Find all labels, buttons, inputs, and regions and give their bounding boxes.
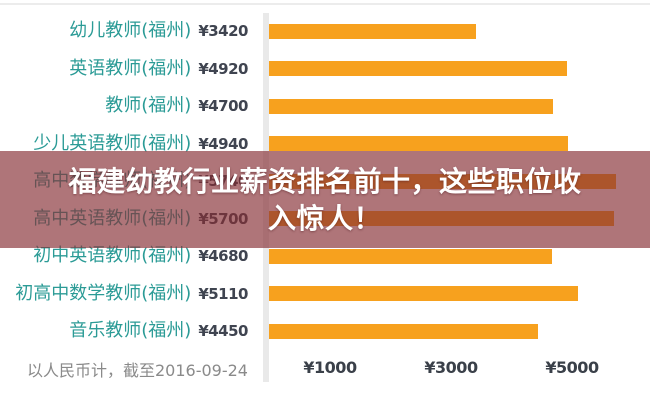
bar-row-label-group: 英语教师(福州) ¥4920: [69, 57, 248, 81]
x-axis-tick-label: ¥1000: [303, 358, 357, 377]
bar-row-label-group: 教师(福州) ¥4700: [105, 94, 248, 118]
salary-bar: [269, 324, 538, 339]
salary-value-label: ¥4940: [198, 134, 248, 153]
salary-value-label: ¥4920: [198, 59, 248, 78]
salary-bar: [269, 99, 553, 114]
salary-value-label: ¥4680: [198, 247, 248, 265]
job-title-label: 初中英语教师(福州): [33, 245, 192, 266]
bar-row-label-group: 少儿英语教师(福州) ¥4940: [33, 132, 248, 156]
headline-line-1: 福建幼教行业薪资排名前十，这些职位收: [68, 164, 582, 198]
salary-bar: [269, 286, 578, 301]
salary-bar: [269, 136, 568, 151]
job-title-label: 英语教师(福州): [69, 57, 192, 79]
salary-bar: [269, 249, 552, 264]
salary-value-label: ¥4700: [198, 97, 248, 115]
job-title-label: 音乐教师(福州): [69, 320, 192, 341]
salary-value-label: ¥3420: [198, 22, 248, 40]
x-axis-tick-label: ¥3000: [424, 358, 478, 377]
salary-bar: [269, 24, 476, 39]
job-title-label: 教师(福州): [105, 95, 192, 116]
bar-row-label-group: 音乐教师(福州) ¥4450: [69, 319, 248, 343]
bar-row-label-group: 初中英语教师(福州) ¥4680: [33, 244, 248, 268]
salary-value-label: ¥4450: [198, 322, 248, 340]
job-title-label: 初高中数学教师(福州): [15, 282, 192, 304]
headline-line-2: 入惊人！: [267, 201, 382, 235]
salary-bar: [269, 61, 567, 76]
bar-row-label-group: 幼儿教师(福州) ¥3420: [69, 19, 248, 43]
chart-top-border: [0, 3, 650, 5]
salary-value-label: ¥5110: [198, 284, 248, 303]
chart-footnote: 以人民币计，截至2016-09-24: [27, 361, 248, 380]
job-title-label: 幼儿教师(福州): [69, 20, 192, 41]
headline-banner-overlay: 福建幼教行业薪资排名前十，这些职位收 入惊人！: [0, 151, 650, 248]
bar-row-label-group: 初高中数学教师(福州) ¥5110: [15, 282, 248, 306]
x-axis-tick-label: ¥5000: [545, 358, 599, 377]
job-title-label: 少儿英语教师(福州): [33, 132, 192, 154]
